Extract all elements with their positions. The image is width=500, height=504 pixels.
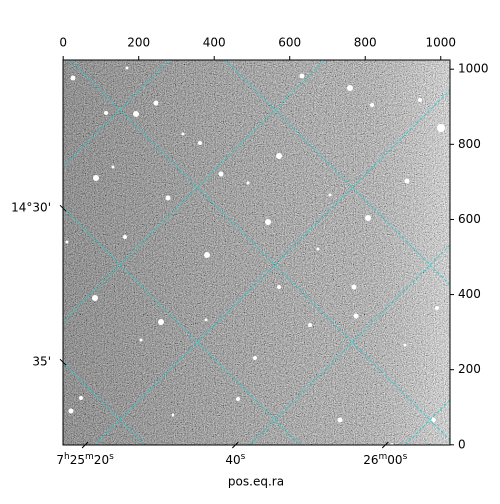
right-tick-label: 1000 [458, 62, 489, 76]
top-tick-label: 0 [59, 36, 67, 50]
bottom-tick [381, 441, 389, 449]
sky-image [63, 60, 450, 445]
right-tick-label: 600 [458, 212, 481, 226]
frame [62, 59, 451, 446]
bottom-tick-label: 40s [225, 452, 245, 467]
top-tick-label: 800 [354, 36, 377, 50]
bottom-tick [232, 441, 239, 449]
stars [65, 66, 445, 445]
bottom-tick-label: 26m00s [363, 452, 407, 467]
top-tick-label: 200 [127, 36, 150, 50]
left-tick-label: 14°30' [11, 201, 51, 215]
left-tick-label: 35' [32, 355, 51, 369]
left-tick [59, 204, 67, 212]
right-tick-label: 200 [458, 362, 481, 376]
left-tick [59, 358, 67, 366]
coordinate-grid [63, 60, 450, 445]
bottom-tick-label: 7h25m20s [56, 452, 114, 467]
right-tick-label: 400 [458, 287, 481, 301]
right-tick-label: 0 [458, 437, 466, 451]
x-axis-label: pos.eq.ra [228, 475, 284, 489]
right-tick-label: 800 [458, 137, 481, 151]
top-tick-label: 1000 [425, 36, 456, 50]
top-tick-label: 600 [278, 36, 301, 50]
bottom-tick [81, 441, 89, 449]
top-tick-label: 400 [203, 36, 226, 50]
